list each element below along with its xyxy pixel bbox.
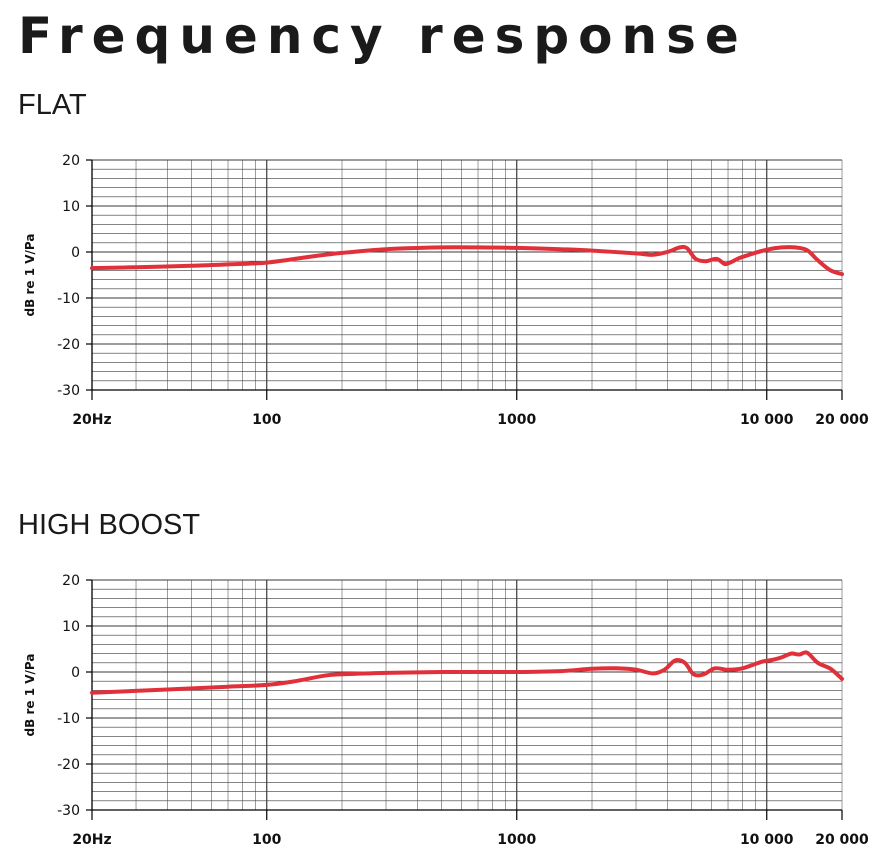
y-tick-label--30: -30 [57, 383, 80, 399]
frequency-response-curve [90, 244, 844, 277]
data-point [716, 258, 717, 259]
x-tick-label-20hz: 20Hz [72, 832, 111, 848]
data-point [703, 674, 704, 675]
data-point [728, 669, 729, 670]
grid [91, 579, 843, 811]
data-point [781, 657, 782, 658]
data-point [478, 247, 479, 248]
y-tick-label-20: 20 [62, 573, 80, 589]
y-tick-label--30: -30 [57, 803, 80, 819]
data-point [228, 264, 229, 265]
data-point [664, 669, 665, 670]
data-point [742, 668, 743, 669]
data-point [441, 247, 442, 248]
data-point [342, 674, 343, 675]
data-point [714, 668, 715, 669]
data-point [799, 654, 800, 655]
data-point [592, 668, 593, 669]
data-point [441, 672, 442, 673]
section-title-high-boost: HIGH BOOST [18, 509, 201, 541]
data-point [693, 674, 694, 675]
data-point [310, 256, 311, 257]
section-title-flat: FLAT [18, 89, 87, 121]
data-point [386, 672, 387, 673]
data-point [842, 274, 843, 275]
data-point [228, 686, 229, 687]
data-point [738, 258, 739, 259]
data-point [616, 668, 617, 669]
x-tick-label-10000: 10 000 [740, 412, 794, 428]
data-point [749, 254, 750, 255]
y-tick-label-10: 10 [62, 199, 80, 215]
y-tick-label-0: 0 [71, 245, 80, 261]
y-tick-label--20: -20 [57, 337, 80, 353]
data-point [667, 252, 668, 253]
data-point [266, 684, 267, 685]
grid [91, 159, 843, 391]
data-point [766, 249, 767, 250]
data-point [687, 248, 688, 249]
y-tick-label-20: 20 [62, 153, 80, 169]
data-point [731, 262, 732, 263]
x-tick-label-20hz: 20Hz [72, 412, 111, 428]
data-point [136, 267, 137, 268]
data-point [705, 261, 706, 262]
data-point [761, 661, 762, 662]
data-point [842, 678, 843, 679]
data-point [516, 672, 517, 673]
x-tick-label-100: 100 [252, 832, 281, 848]
x-tick-label-10000: 10 000 [740, 832, 794, 848]
data-point [92, 268, 93, 269]
data-point [92, 692, 93, 693]
data-point [817, 662, 818, 663]
data-point [695, 258, 696, 259]
data-point [342, 252, 343, 253]
page-title: Frequency response [18, 7, 748, 65]
y-tick-label--10: -10 [57, 291, 80, 307]
data-point [830, 668, 831, 669]
data-point [684, 662, 685, 663]
data-point [652, 673, 653, 674]
data-point [191, 265, 192, 266]
data-point [636, 253, 637, 254]
data-point [592, 250, 593, 251]
data-point [560, 671, 561, 672]
y-axis-label: dB re 1 V/Pa [23, 234, 37, 317]
data-point [781, 247, 782, 248]
x-tick-label-1000: 1000 [497, 412, 536, 428]
data-point [636, 669, 637, 670]
data-point [795, 247, 796, 248]
data-point [560, 249, 561, 250]
frequency-response-curve [90, 650, 844, 695]
data-point [266, 262, 267, 263]
data-point [830, 270, 831, 271]
data-point [167, 689, 168, 690]
y-axis-label: dB re 1 V/Pa [23, 654, 37, 737]
data-point [680, 247, 681, 248]
x-tick-label-100: 100 [252, 412, 281, 428]
data-point [652, 254, 653, 255]
data-point [817, 260, 818, 261]
y-tick-label-0: 0 [71, 665, 80, 681]
data-point [295, 681, 296, 682]
data-point [516, 247, 517, 248]
x-tick-label-20000: 20 000 [815, 412, 869, 428]
y-tick-label--20: -20 [57, 757, 80, 773]
data-point [807, 652, 808, 653]
data-point [386, 249, 387, 250]
x-tick-label-1000: 1000 [497, 832, 536, 848]
data-point [807, 250, 808, 251]
y-tick-label--10: -10 [57, 711, 80, 727]
data-point [675, 660, 676, 661]
data-point [772, 660, 773, 661]
data-point [724, 264, 725, 265]
data-point [324, 675, 325, 676]
data-point [791, 653, 792, 654]
x-tick-label-20000: 20 000 [815, 832, 869, 848]
y-tick-label-10: 10 [62, 619, 80, 635]
